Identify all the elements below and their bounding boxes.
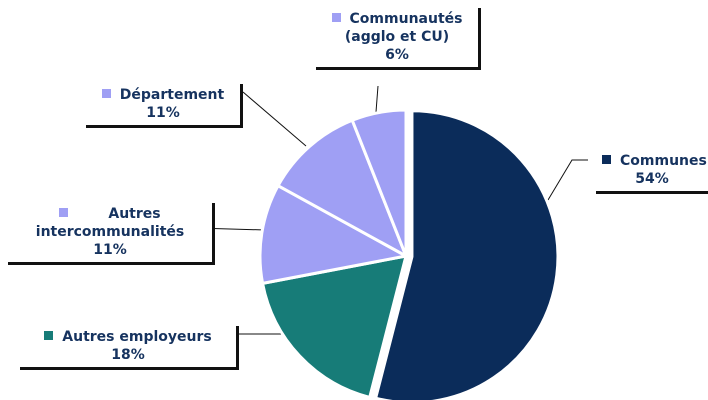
legend-swatch-departement: [101, 89, 111, 98]
callout-departement: Département 11%: [86, 84, 243, 128]
callout-value-autres-employeurs: 18%: [111, 347, 145, 363]
pie-slice-autres-intercommunalites: [258, 184, 408, 285]
callout-value-autres-intercommunalites: 11%: [93, 242, 127, 258]
leader-line-departement: [242, 91, 307, 147]
leader-lines: [195, 85, 588, 335]
leader-line-communautes: [375, 85, 379, 113]
pie-slice-communautes-agglo-et-cu: [350, 108, 408, 258]
callout-value-communes: 54%: [635, 171, 669, 187]
callout-label-departement: Département: [119, 87, 225, 103]
callout-communes: Communes 54%: [596, 150, 708, 194]
legend-swatch-communes: [602, 155, 611, 164]
callout-label-communes: Communes: [620, 153, 707, 169]
callout-autres-intercommunalites: Autres intercommunalités 11%: [8, 203, 215, 265]
callout-label-autres-intercommunalites-1: Autres: [108, 206, 161, 222]
pie-slices: [258, 108, 560, 400]
pie-slice-departement: [276, 118, 408, 258]
legend-swatch-autres-intercommunalites: [59, 208, 69, 217]
pie-slice-autres-employeurs: [261, 254, 408, 399]
callout-label-autres-employeurs: Autres employeurs: [62, 329, 212, 345]
leader-line-communes: [547, 159, 588, 201]
callout-value-departement: 11%: [146, 105, 180, 121]
pie-slice-communes: [374, 109, 560, 400]
legend-swatch-autres-employeurs: [44, 331, 54, 340]
callout-autres-employeurs: Autres employeurs 18%: [20, 326, 239, 370]
legend-swatch-communautes: [331, 13, 341, 22]
callout-label-communautes-1: Communautés: [349, 11, 463, 27]
callout-value-communautes: 6%: [385, 47, 409, 63]
callout-label-communautes-2: (agglo et CU): [344, 29, 450, 45]
callout-label-autres-intercommunalites-2: intercommunalités: [35, 224, 185, 240]
callout-communautes: Communautés (agglo et CU) 6%: [316, 8, 481, 70]
